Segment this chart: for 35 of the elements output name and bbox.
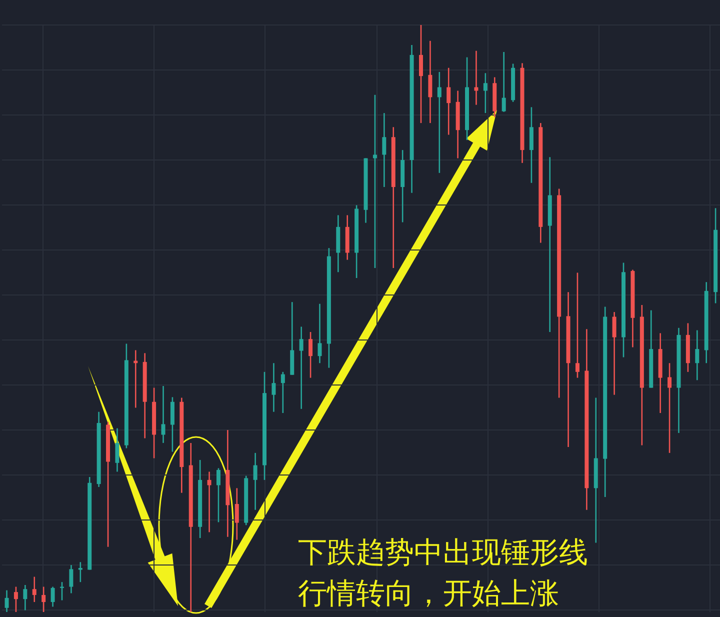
candlestick bbox=[32, 576, 36, 603]
candlestick bbox=[207, 471, 212, 533]
candlestick bbox=[529, 106, 534, 184]
candlestick bbox=[502, 51, 506, 113]
candlestick bbox=[483, 72, 488, 114]
candlestick bbox=[474, 50, 478, 106]
candlestick bbox=[69, 564, 74, 594]
candlestick bbox=[437, 71, 442, 174]
candlestick bbox=[446, 67, 451, 136]
candlestick bbox=[382, 112, 386, 188]
candlestick bbox=[115, 428, 120, 472]
candlestick bbox=[428, 40, 432, 124]
candlestick bbox=[575, 272, 580, 378]
candlestick bbox=[308, 331, 313, 378]
candlestick bbox=[4, 590, 9, 612]
candlestick bbox=[42, 586, 46, 612]
candlestick bbox=[612, 311, 616, 396]
candlestick bbox=[695, 330, 700, 381]
candlestick bbox=[418, 25, 423, 124]
candlestick bbox=[23, 584, 28, 611]
annotation: 行情转向，开始上涨 bbox=[298, 575, 560, 612]
annotation: 下跌趋势中出现锤形线 bbox=[298, 534, 588, 571]
candlestick bbox=[299, 326, 304, 410]
candlestick bbox=[318, 303, 322, 364]
candlestick bbox=[50, 586, 55, 608]
candlestick bbox=[372, 94, 377, 269]
candlestick bbox=[668, 362, 672, 454]
candlestick bbox=[272, 362, 276, 412]
candlestick bbox=[161, 385, 166, 444]
candlestick bbox=[216, 468, 220, 523]
candlestick bbox=[234, 487, 239, 540]
candlestick bbox=[14, 586, 18, 612]
candlestick bbox=[170, 396, 174, 452]
candlestick bbox=[280, 371, 285, 414]
candlestick bbox=[253, 452, 258, 511]
